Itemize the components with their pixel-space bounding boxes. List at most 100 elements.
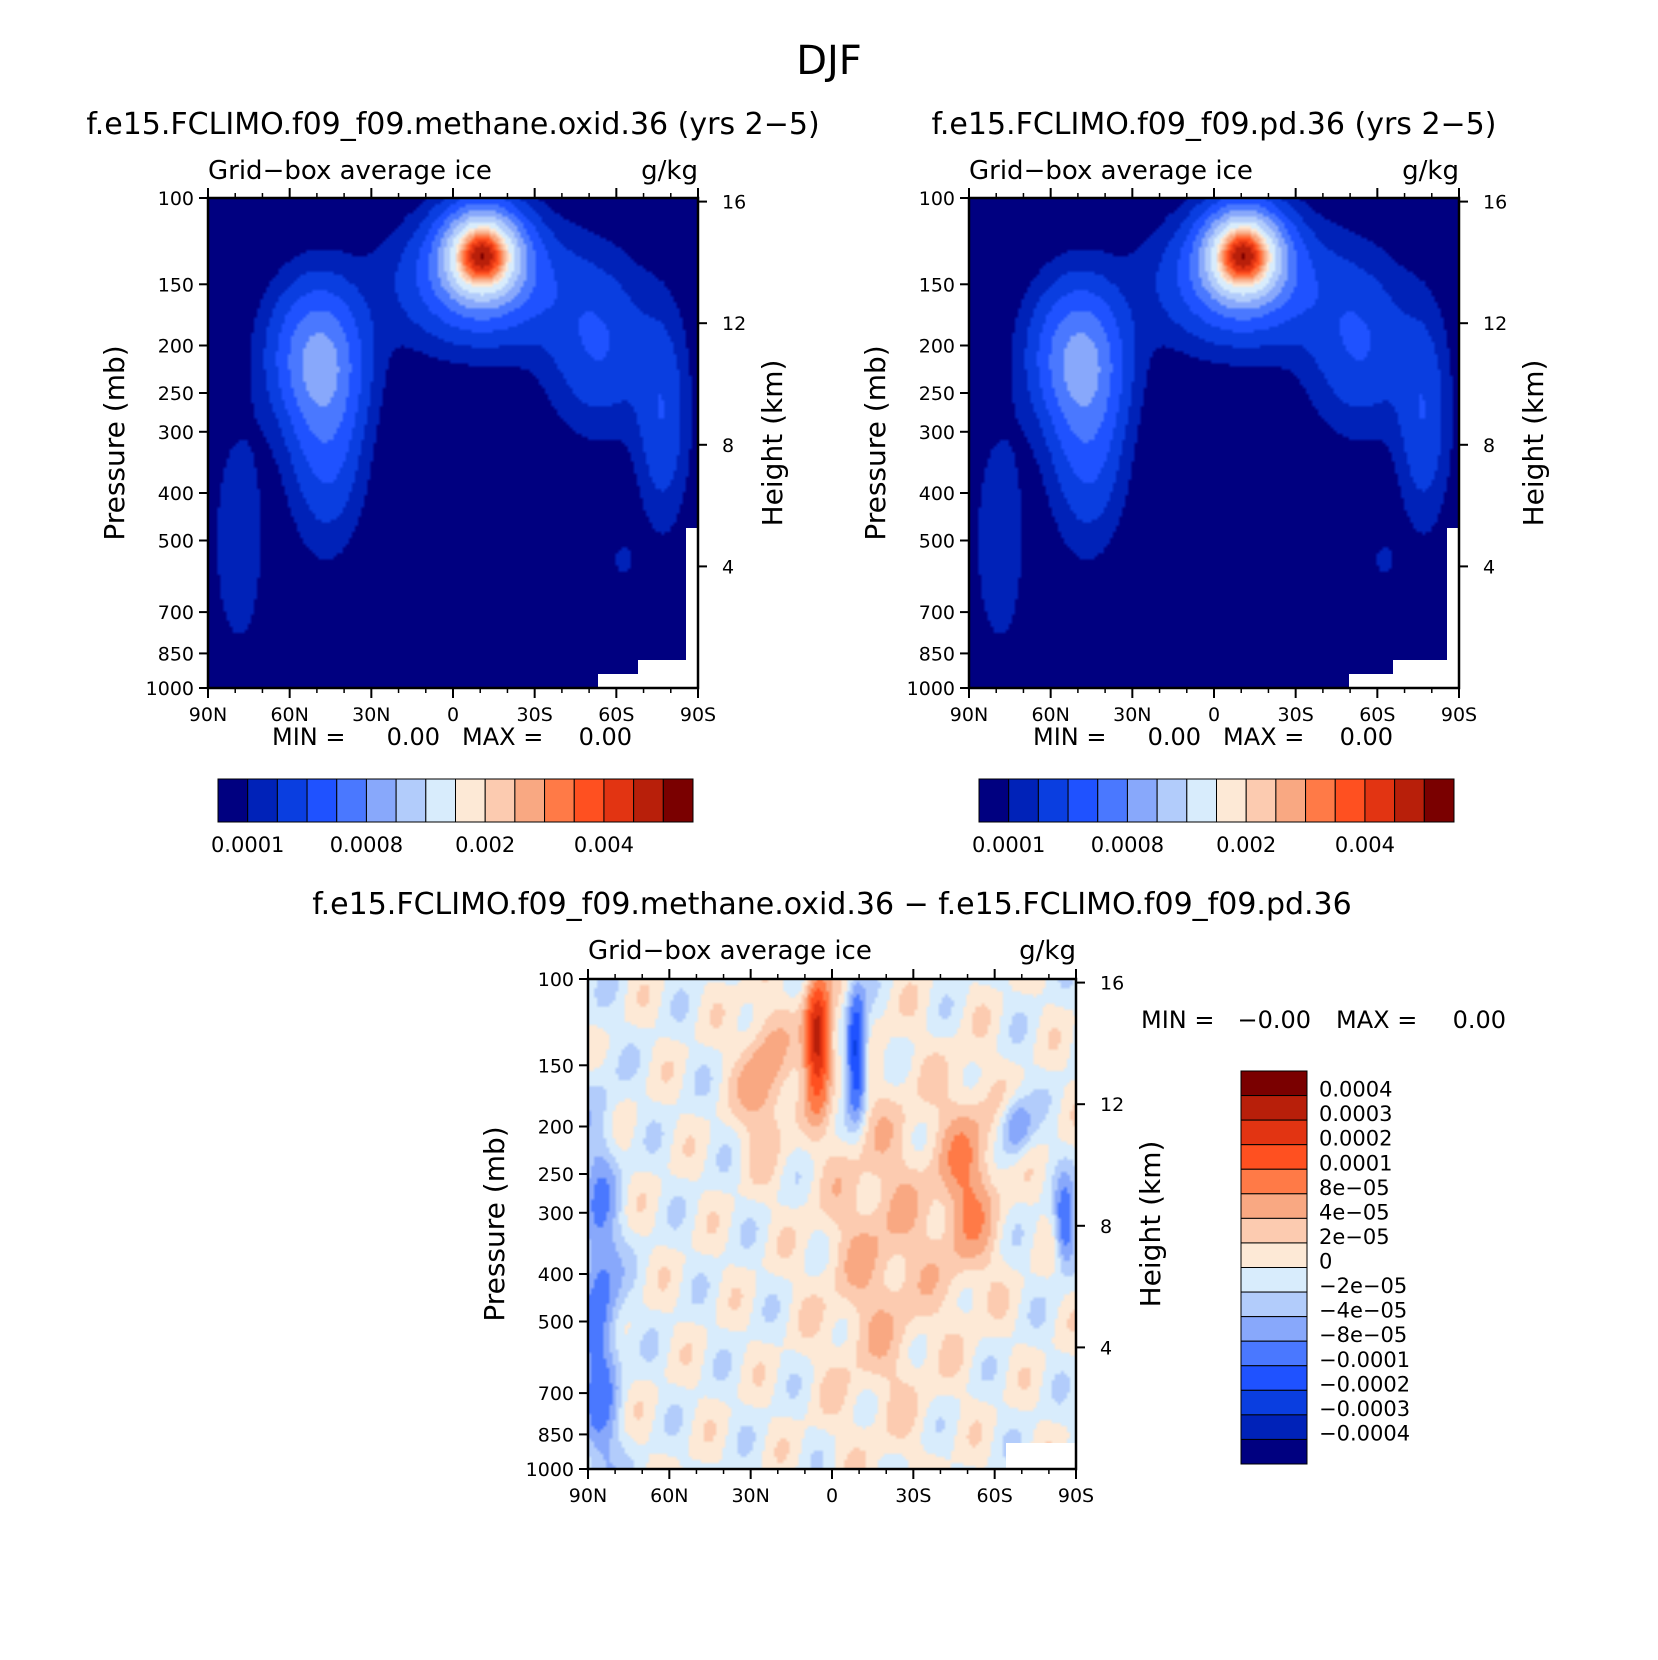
y-axis-title: Pressure (mb) [478, 1126, 511, 1321]
panel-1: f.e15.FCLIMO.f09_f09.methane.oxid.36 (yr… [86, 107, 819, 857]
y-tick-label: 300 [158, 422, 194, 444]
colorbar-label: −4e−05 [1319, 1299, 1407, 1323]
y-axis-title: Pressure (mb) [98, 345, 131, 540]
colorbar-label: 0.0008 [330, 833, 403, 857]
colorbar-label: 0.0003 [1319, 1102, 1392, 1126]
y2-axis-title: Height (km) [1517, 360, 1550, 527]
y2-tick-label: 12 [722, 313, 746, 335]
missing-data-region [1349, 528, 1459, 688]
stat-min-value: −0.00 [1237, 1006, 1311, 1034]
y-tick-label: 400 [538, 1264, 574, 1286]
y-tick-label: 500 [158, 530, 194, 552]
stat-min-label: MIN = [1141, 1006, 1214, 1034]
stat-min-label: MIN = [1033, 723, 1106, 751]
x-tick-label: 30N [352, 704, 390, 726]
colorbar-box [1240, 1316, 1308, 1342]
y2-tick-label: 12 [1100, 1094, 1124, 1116]
stat-max-label: MAX = [1336, 1006, 1417, 1034]
x-tick-label: 60S [598, 704, 634, 726]
colorbar-box [1240, 1389, 1308, 1416]
panel-title: f.e15.FCLIMO.f09_f09.methane.oxid.36 − f… [312, 887, 1351, 922]
panel-left-label: Grid−box average ice [208, 156, 492, 186]
colorbar-box [1275, 778, 1307, 823]
panel-2: f.e15.FCLIMO.f09_f09.pd.36 (yrs 2−5) Grid… [859, 107, 1550, 857]
colorbar-box [336, 778, 367, 823]
colorbar-box [1097, 778, 1128, 823]
y-axis-title: Pressure (mb) [859, 345, 892, 540]
x-tick-label: 60S [977, 1485, 1013, 1507]
x-tick-label: 90S [680, 704, 716, 726]
x-tick-label: 60N [1031, 704, 1069, 726]
y-tick-label: 250 [538, 1164, 574, 1186]
colorbar-box [1305, 778, 1336, 823]
colorbar-box [1240, 1168, 1308, 1195]
panel-right-label: g/kg [1402, 156, 1459, 186]
colorbar-label: 4e−05 [1319, 1200, 1390, 1224]
y-tick-label: 500 [919, 530, 955, 552]
colorbar-label: 0.002 [455, 833, 515, 857]
y-tick-label: 1000 [907, 678, 955, 700]
colorbar-box [1240, 1070, 1308, 1097]
y-tick-label: 1000 [146, 678, 194, 700]
y-tick-label: 700 [158, 602, 194, 624]
y-tick-label: 250 [919, 383, 955, 405]
stat-max-value: 0.00 [579, 723, 632, 751]
y2-tick-label: 4 [1483, 556, 1495, 578]
colorbar-label: 2e−05 [1319, 1225, 1390, 1249]
colorbar-box [603, 778, 635, 823]
colorbar-box [1186, 778, 1217, 823]
colorbar-box [1240, 1438, 1308, 1465]
colorbar-box [1334, 778, 1366, 823]
colorbar-box [1126, 778, 1158, 823]
x-tick-label: 30S [517, 704, 553, 726]
x-tick-label: 60N [270, 704, 308, 726]
x-tick-label: 90N [950, 704, 988, 726]
colorbar-box [662, 778, 694, 823]
y2-tick-label: 16 [722, 192, 746, 214]
colorbar-box [365, 778, 397, 823]
colorbar-box [1240, 1414, 1308, 1440]
x-tick-label: 30S [895, 1485, 931, 1507]
y2-tick-label: 8 [1100, 1216, 1112, 1238]
field-shading [208, 198, 698, 688]
colorbar-label: 0.0008 [1091, 833, 1164, 857]
colorbar-box [1240, 1095, 1308, 1121]
colorbar-box [633, 778, 664, 823]
panel-diff: f.e15.FCLIMO.f09_f09.methane.oxid.36 − f… [312, 887, 1506, 1507]
y-tick-label: 850 [919, 643, 955, 665]
y-tick-label: 850 [538, 1424, 574, 1446]
colorbar-box [1240, 1267, 1308, 1293]
stat-min-value: 0.00 [387, 723, 440, 751]
colorbar-box [425, 778, 456, 823]
colorbar-label: 0.0001 [972, 833, 1045, 857]
colorbar-box [217, 778, 249, 823]
y-tick-label: 400 [919, 483, 955, 505]
y-tick-label: 1000 [526, 1459, 574, 1481]
colorbar-label: 0.002 [1216, 833, 1276, 857]
y-tick-label: 100 [919, 188, 955, 210]
colorbar-label: 0.0001 [1319, 1151, 1392, 1175]
panel-right-label: g/kg [1019, 936, 1076, 966]
colorbar-box [1067, 778, 1099, 823]
colorbar-box [1240, 1217, 1308, 1244]
stat-max-label: MAX = [462, 723, 543, 751]
x-tick-label: 0 [1208, 704, 1220, 726]
panel-right-label: g/kg [641, 156, 698, 186]
colorbar: 0.0001 0.0008 0.002 0.004 [972, 778, 1455, 857]
y2-tick-label: 16 [1483, 192, 1507, 214]
y-tick-label: 400 [158, 483, 194, 505]
x-tick-label: 30N [731, 1485, 769, 1507]
y-tick-label: 700 [538, 1383, 574, 1405]
panel-left-label: Grid−box average ice [588, 936, 872, 966]
panel-left-label: Grid−box average ice [969, 156, 1253, 186]
colorbar-label: −0.0004 [1319, 1421, 1410, 1445]
colorbar-box [1240, 1242, 1308, 1268]
colorbar-label: −0.0001 [1319, 1348, 1410, 1372]
colorbar-box [1364, 778, 1396, 823]
y-tick-label: 100 [158, 188, 194, 210]
panel-title: f.e15.FCLIMO.f09_f09.pd.36 (yrs 2−5) [932, 107, 1497, 142]
colorbar: 0.00040.00030.00020.00018e−054e−052e−050… [1240, 1070, 1410, 1465]
colorbar-box [1008, 778, 1039, 823]
colorbar-box [978, 778, 1010, 823]
y2-tick-label: 12 [1483, 313, 1507, 335]
